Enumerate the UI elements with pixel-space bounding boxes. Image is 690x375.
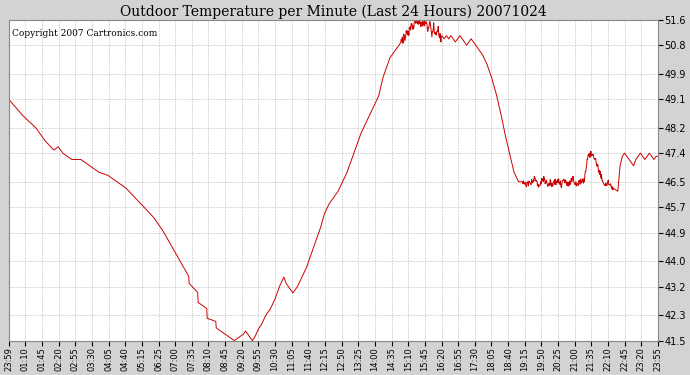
Title: Outdoor Temperature per Minute (Last 24 Hours) 20071024: Outdoor Temperature per Minute (Last 24 … [120,4,546,18]
Text: Copyright 2007 Cartronics.com: Copyright 2007 Cartronics.com [12,29,157,38]
